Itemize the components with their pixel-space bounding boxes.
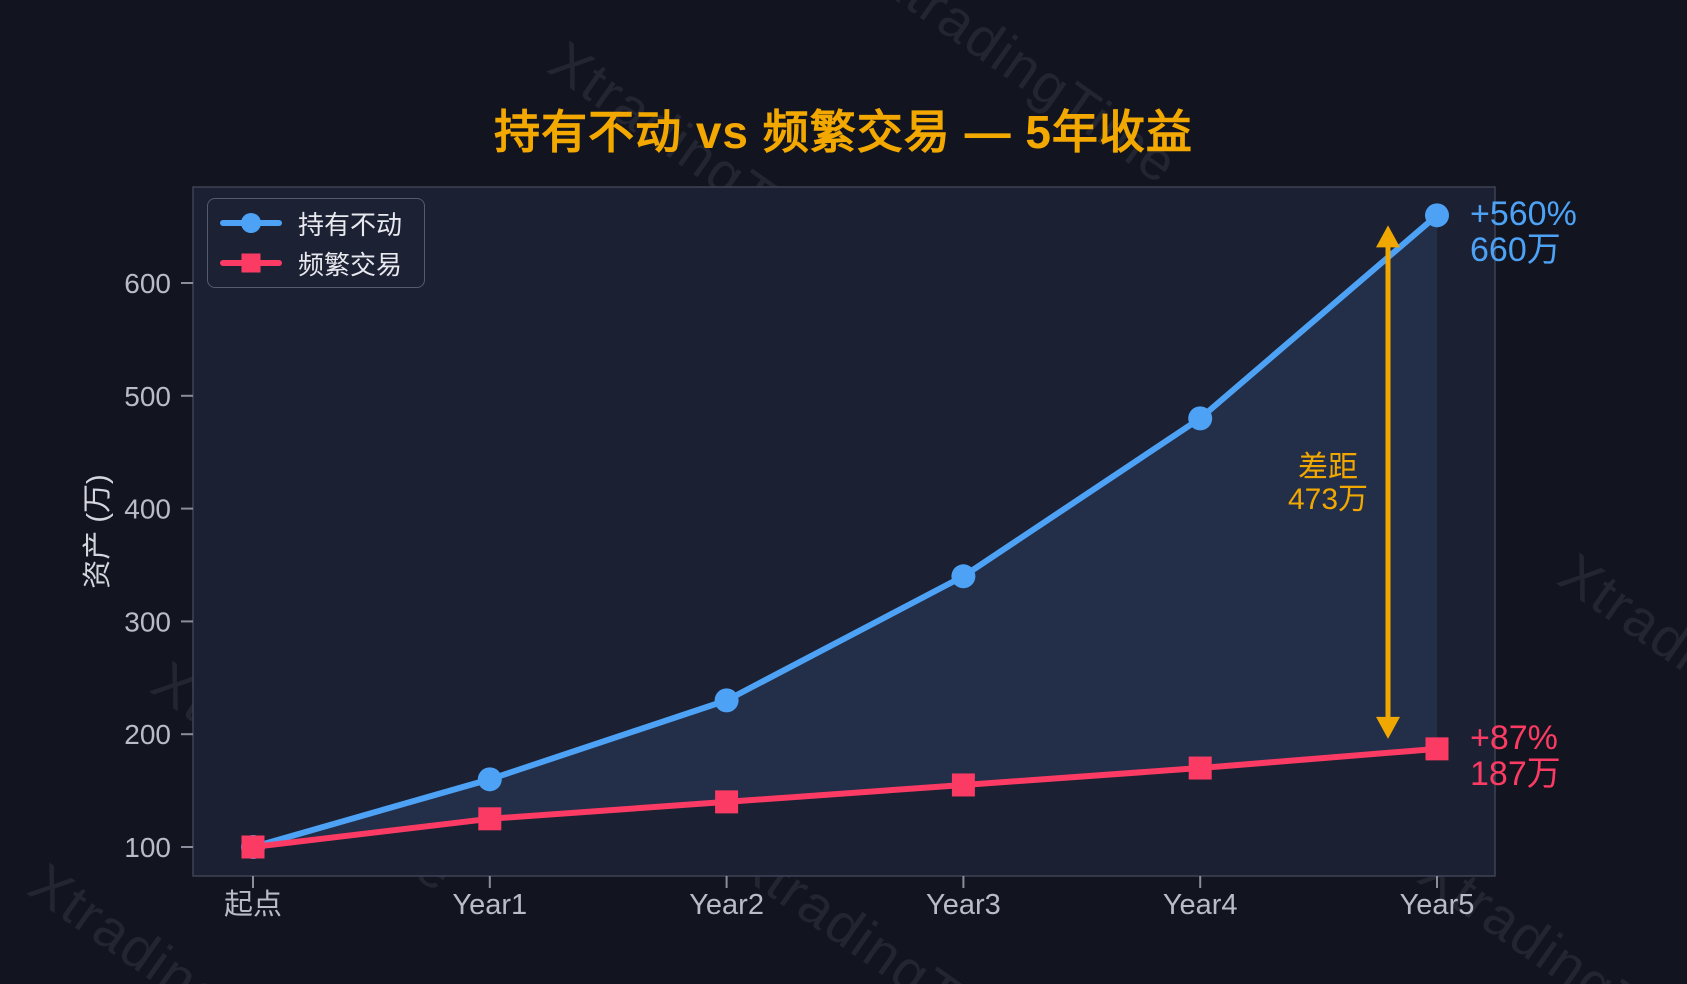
x-tick-label-Year1: Year1 bbox=[452, 889, 527, 921]
y-tick-label: 500 bbox=[124, 381, 171, 412]
annotation-gap-value: 473万 bbox=[1287, 482, 1369, 516]
legend-swatch-hold bbox=[220, 211, 282, 235]
x-tick-label-Year4: Year4 bbox=[1163, 889, 1238, 921]
legend-item-hold: 持有不动 bbox=[220, 208, 412, 240]
x-tick-label-Year5: Year5 bbox=[1400, 889, 1475, 921]
series-line-hold bbox=[250, 212, 1440, 850]
fill-between-area bbox=[253, 215, 1437, 847]
data-point-trade-Year2 bbox=[715, 790, 739, 814]
annotation-gap-label: 差距 bbox=[1298, 451, 1358, 484]
data-point-trade-Year1 bbox=[478, 807, 502, 831]
data-point-hold-Year4 bbox=[1188, 406, 1213, 431]
y-tick-label: 300 bbox=[124, 606, 171, 637]
annotation-hold-value: 660万 bbox=[1470, 231, 1561, 270]
data-point-trade-起点 bbox=[241, 835, 265, 859]
series-line-trade bbox=[250, 745, 1440, 850]
data-point-trade-Year4 bbox=[1188, 756, 1212, 780]
data-point-hold-Year2 bbox=[714, 688, 739, 713]
chart-legend: 持有不动 频繁交易 bbox=[207, 198, 425, 288]
data-point-hold-Year1 bbox=[477, 767, 502, 792]
circle-marker-icon bbox=[241, 213, 261, 233]
y-tick-label: 400 bbox=[124, 494, 171, 525]
square-marker-icon bbox=[241, 253, 261, 273]
data-point-trade-Year3 bbox=[951, 773, 975, 797]
annotation-hold-pct: +560% bbox=[1470, 195, 1577, 233]
data-point-hold-Year3 bbox=[951, 564, 976, 589]
legend-label-trade: 频繁交易 bbox=[298, 249, 403, 280]
annotation-hold-result: +560% 660万 bbox=[1470, 196, 1577, 268]
x-tick-label-Year3: Year3 bbox=[926, 889, 1001, 921]
annotation-trade-pct: +87% bbox=[1470, 719, 1558, 757]
annotation-trade-result: +87% 187万 bbox=[1470, 720, 1561, 792]
annotation-trade-value: 187万 bbox=[1470, 755, 1561, 794]
y-tick-label: 100 bbox=[124, 832, 171, 863]
legend-swatch-trade bbox=[220, 251, 282, 275]
data-point-trade-Year5 bbox=[1425, 737, 1449, 761]
y-axis-label: 资产 (万) bbox=[81, 474, 114, 588]
x-tick-label-Year2: Year2 bbox=[689, 889, 764, 921]
legend-item-trade: 频繁交易 bbox=[220, 248, 412, 280]
annotation-gap: 差距 473万 bbox=[1258, 452, 1398, 516]
data-point-hold-Year5 bbox=[1425, 203, 1449, 228]
y-tick-label: 200 bbox=[124, 719, 171, 750]
legend-label-hold: 持有不动 bbox=[298, 209, 403, 240]
gap-arrow-head-up bbox=[1376, 225, 1400, 248]
chart-title: 持有不动 vs 频繁交易 — 5年收益 bbox=[494, 106, 1193, 158]
y-tick-label: 600 bbox=[124, 268, 171, 299]
gap-arrow-head-down bbox=[1376, 716, 1400, 739]
x-tick-label-起点: 起点 bbox=[224, 888, 282, 921]
